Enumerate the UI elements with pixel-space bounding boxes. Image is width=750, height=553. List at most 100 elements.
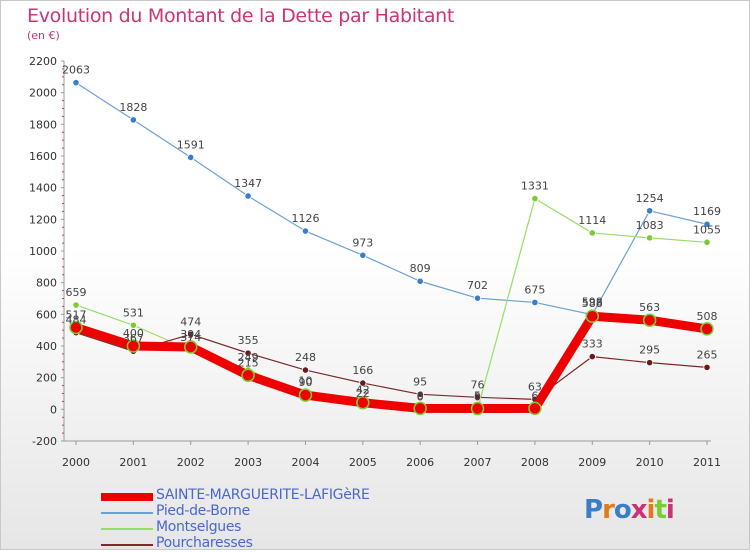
x-tick-label: 2008: [521, 456, 549, 469]
legend-swatch: [101, 512, 153, 514]
data-point: [359, 251, 367, 259]
series-line: [75, 82, 708, 316]
data-label: 5: [474, 390, 481, 403]
legend-swatch: [101, 493, 153, 501]
data-label: 22: [356, 387, 370, 400]
legend-swatch: [101, 528, 153, 530]
data-label: 1055: [693, 223, 721, 236]
data-point: [470, 401, 485, 416]
legend-label: Pourcharesses: [156, 535, 253, 551]
data-label: 295: [639, 344, 660, 357]
data-point: [700, 322, 714, 336]
data-label: 374: [180, 331, 201, 344]
data-label: 508: [697, 310, 718, 323]
data-label: 973: [352, 236, 373, 249]
data-point: [413, 401, 427, 416]
data-label: 1828: [119, 101, 147, 114]
data-label: 531: [123, 306, 144, 319]
legend-label: SAINTE-MARGUERITE-LAFIGèRE: [156, 487, 370, 503]
svg-text:Proxiti: Proxiti: [584, 495, 674, 525]
data-point: [703, 220, 711, 228]
data-label: 809: [410, 262, 431, 275]
x-tick-label: 2001: [119, 456, 147, 469]
data-label: 95: [413, 375, 427, 388]
data-point: [183, 340, 198, 354]
y-tick-label: 2000: [29, 87, 57, 100]
x-tick-label: 2002: [177, 456, 205, 469]
data-point: [69, 320, 83, 335]
data-point: [126, 339, 141, 353]
data-label: 367: [123, 332, 144, 345]
data-point: [416, 277, 424, 285]
x-tick-label: 2006: [406, 456, 434, 469]
data-label: 248: [295, 351, 316, 364]
data-point: [473, 294, 482, 302]
data-label: 265: [697, 348, 718, 361]
y-tick-label: 1200: [29, 213, 57, 226]
data-label: 702: [467, 279, 488, 292]
y-tick-label: 600: [36, 308, 57, 321]
data-point: [129, 321, 137, 329]
data-label: 355: [238, 334, 259, 347]
y-tick-label: -200: [32, 435, 57, 448]
data-label: 0: [417, 390, 424, 403]
data-label: 42: [356, 384, 370, 397]
data-label: 675: [524, 283, 545, 296]
x-tick-label: 2003: [234, 456, 262, 469]
series-line: [71, 311, 712, 414]
data-label: 517: [66, 308, 87, 321]
x-tick-label: 2005: [349, 456, 377, 469]
data-label: 1591: [177, 138, 205, 151]
x-tick-label: 2007: [464, 456, 492, 469]
data-label: 63: [528, 380, 542, 393]
data-label: 0: [474, 390, 481, 403]
data-point: [531, 298, 539, 307]
data-label: 563: [639, 301, 660, 314]
y-tick-label: 200: [36, 372, 57, 385]
data-point: [416, 390, 424, 398]
x-tick-label: 2000: [62, 456, 90, 469]
data-point: [129, 116, 137, 124]
data-label: 2063: [62, 64, 90, 77]
y-tick-label: 1400: [29, 182, 57, 195]
data-label: 588: [582, 297, 603, 310]
data-label: 1254: [636, 192, 664, 205]
y-tick-label: 800: [36, 277, 57, 290]
data-label: 484: [66, 314, 87, 327]
data-label: 1347: [234, 177, 262, 190]
data-point: [72, 301, 80, 309]
y-tick-label: 1800: [29, 118, 57, 131]
data-label: 1169: [693, 205, 721, 218]
data-point: [646, 207, 654, 215]
data-label: 474: [180, 315, 201, 328]
y-tick-label: 1000: [29, 245, 57, 258]
data-point: [646, 359, 654, 367]
chart-subtitle: (en €): [27, 29, 60, 42]
data-label: 1083: [636, 219, 664, 232]
data-point: [244, 349, 252, 357]
y-tick-label: 2200: [29, 55, 57, 68]
series-line: [75, 332, 708, 400]
data-label: 76: [471, 378, 485, 391]
y-tick-label: 1600: [29, 150, 57, 163]
data-label: 1114: [578, 214, 606, 227]
data-point: [473, 393, 482, 401]
data-label: 166: [352, 364, 373, 377]
data-point: [298, 388, 313, 402]
data-point: [72, 79, 80, 87]
y-tick-label: 0: [50, 403, 57, 416]
legend-label: Montselgues: [156, 519, 242, 535]
data-label: 215: [238, 356, 259, 369]
data-label: 659: [66, 286, 87, 299]
data-label: 400: [123, 327, 144, 340]
data-label: 249: [238, 351, 259, 364]
data-point: [642, 313, 657, 327]
data-point: [531, 194, 539, 203]
proxiti-logo: Proxiti: [584, 495, 675, 525]
data-point: [356, 395, 370, 410]
data-label: 1331: [521, 180, 549, 193]
data-point: [646, 234, 654, 242]
data-point: [187, 153, 195, 162]
legend-swatch: [101, 544, 153, 546]
